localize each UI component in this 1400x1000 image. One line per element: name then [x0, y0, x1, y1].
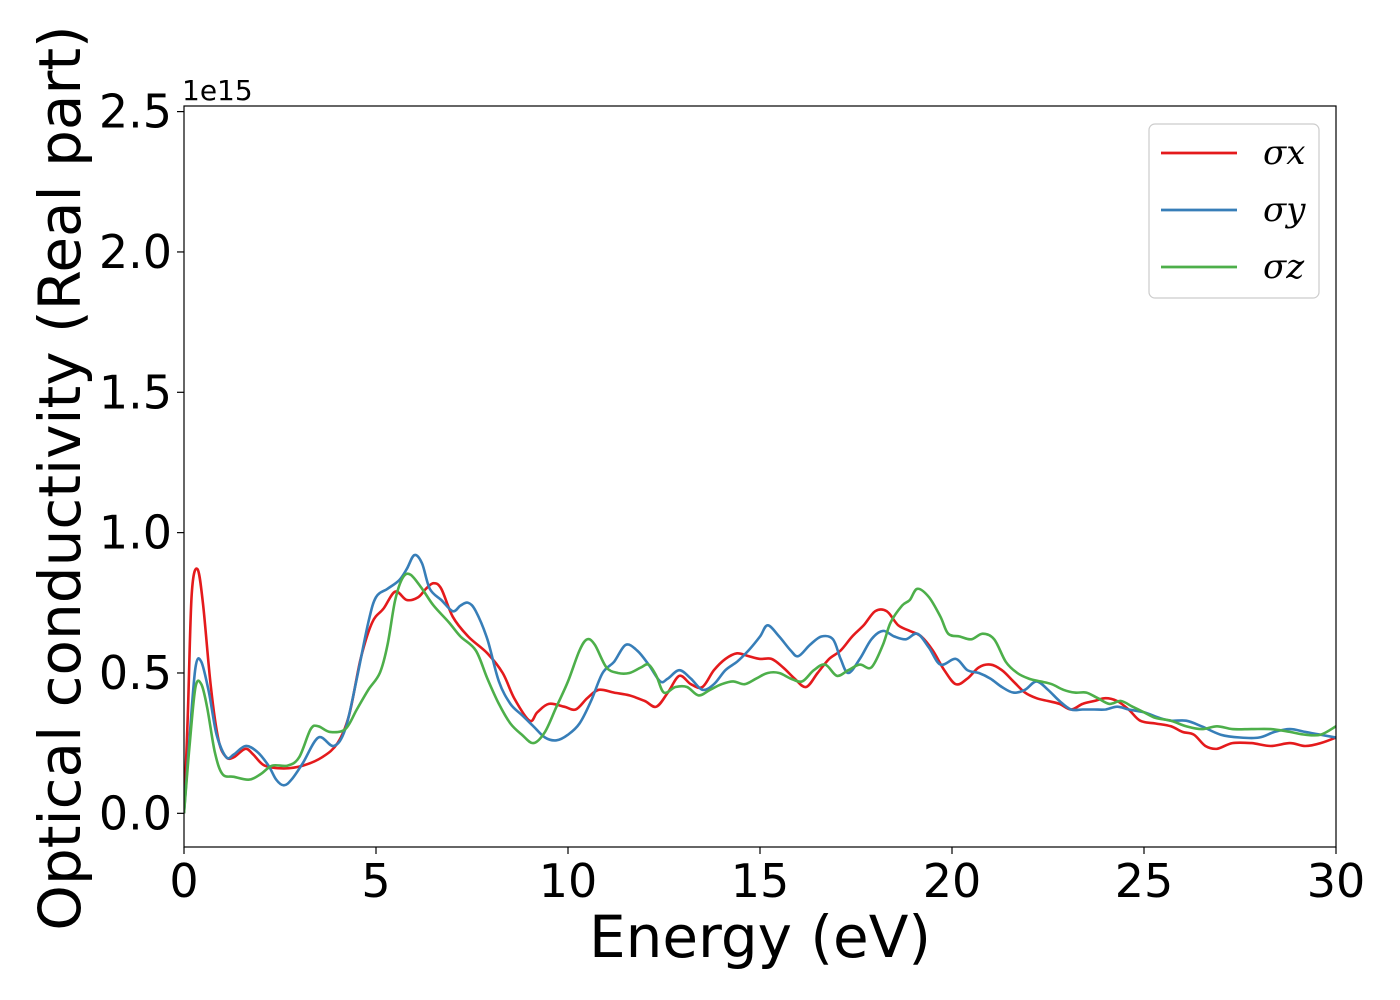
x-axis: 0 5 10 15 20 25 30: [169, 847, 1365, 908]
y-tick-label: 2.5: [99, 85, 172, 139]
legend-label-sigma-z: σz: [1263, 247, 1305, 287]
y-tick-label: 0.0: [99, 786, 172, 840]
y-tick-label: 1.5: [99, 365, 172, 419]
x-tick-label: 5: [361, 854, 390, 908]
legend-label-sigma-x: σx: [1263, 133, 1305, 173]
series-line-sigma-y: [184, 553, 1336, 814]
x-tick-label: 10: [539, 854, 598, 908]
y-axis: 0.0 0.5 1.0 1.5 2.0 2.5: [99, 85, 184, 840]
y-tick-label: 1.0: [99, 506, 172, 560]
x-tick-label: 30: [1307, 854, 1366, 908]
series-layer: [184, 553, 1336, 814]
legend: σx σy σz: [1148, 123, 1320, 299]
y-tick-label: 2.0: [99, 225, 172, 279]
y-tick-label: 0.5: [99, 646, 172, 700]
x-axis-title: Energy (eV): [589, 903, 931, 971]
series-line-sigma-z: [184, 572, 1336, 814]
x-tick-label: 20: [923, 854, 982, 908]
y-axis-title: Optical conductivity (Real part): [26, 25, 94, 930]
legend-label-sigma-y: σy: [1263, 190, 1306, 230]
y-offset-label: 1e15: [182, 74, 253, 107]
x-tick-label: 15: [731, 854, 790, 908]
x-tick-label: 0: [169, 854, 198, 908]
x-tick-label: 25: [1115, 854, 1174, 908]
